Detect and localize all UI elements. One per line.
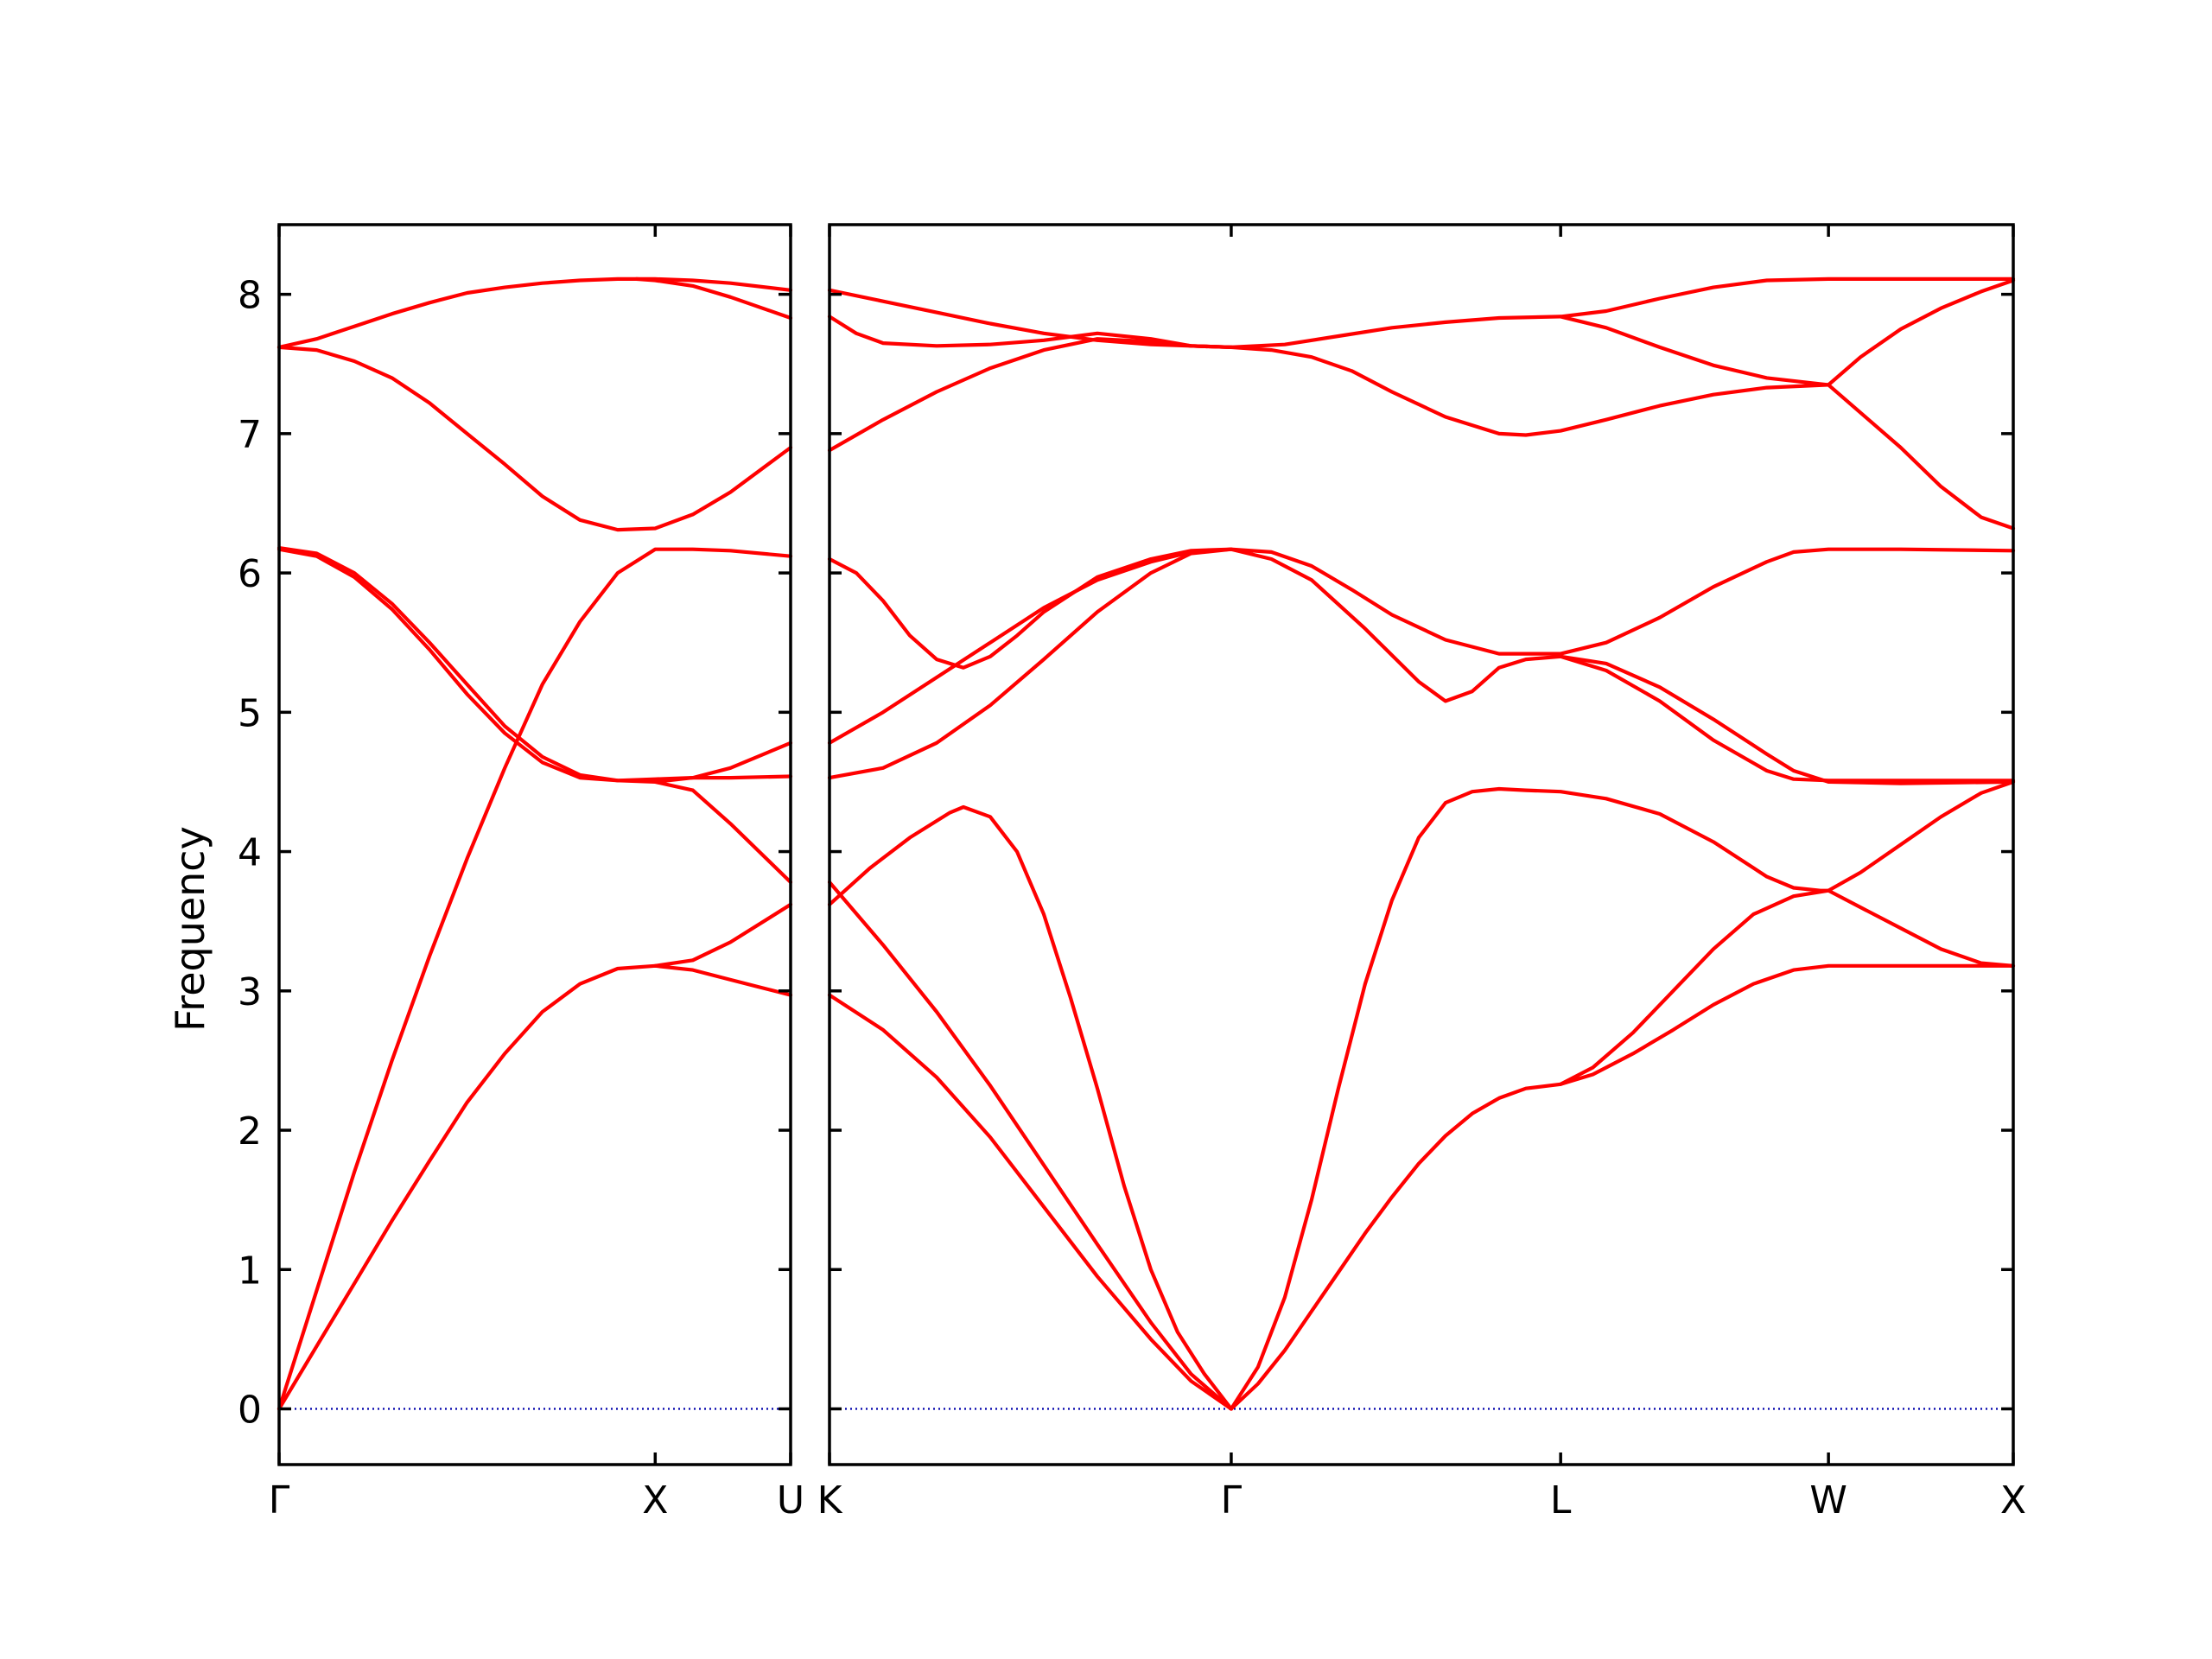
band-line-13 — [827, 288, 1233, 349]
y-axis-label: Frequency — [167, 826, 213, 1032]
band-line-3 — [653, 902, 793, 968]
x-tick-label: X — [642, 1478, 668, 1522]
band-line-14 — [1229, 345, 1831, 437]
band-line-1 — [827, 993, 1233, 1411]
band-line-3 — [827, 804, 1233, 1411]
y-tick-label: 4 — [238, 831, 262, 875]
band-line-8 — [276, 276, 793, 349]
band-line-7 — [827, 547, 2016, 745]
y-tick-label: 2 — [238, 1109, 262, 1154]
band-line-17 — [1827, 383, 2016, 531]
panel-1: 0 1 2 3 4 5 6 7 8 Γ X U — [238, 223, 804, 1522]
y-tick-label: 3 — [238, 970, 262, 1014]
band-line-11 — [827, 276, 2016, 453]
y-tick-label: 7 — [238, 413, 262, 457]
x-tick-label: Γ — [269, 1478, 290, 1522]
band-line-7 — [276, 345, 793, 532]
y-tick-label: 0 — [238, 1389, 262, 1433]
x-tick-label: L — [1550, 1478, 1572, 1522]
plot-panels: 0 1 2 3 4 5 6 7 8 Γ X U K Γ L W X — [238, 223, 2026, 1522]
band-line-15 — [1559, 315, 1831, 387]
band-line-6 — [653, 741, 793, 784]
band-line-2 — [276, 963, 793, 1411]
y-tick-label: 6 — [238, 552, 262, 596]
panel-frame — [277, 223, 792, 1466]
band-line-9 — [634, 276, 793, 321]
band-line-16 — [1827, 278, 2016, 387]
panel-frame — [828, 223, 2015, 1466]
band-line-4 — [1229, 786, 2016, 1411]
x-tick-label: K — [817, 1478, 843, 1522]
band-line-10 — [1559, 654, 2016, 785]
band-line-9 — [827, 547, 1233, 670]
y-tick-label: 5 — [238, 691, 262, 735]
band-line-2 — [827, 880, 1233, 1411]
x-tick-label: Γ — [1221, 1478, 1243, 1522]
band-line-12 — [827, 315, 1233, 349]
band-line-6 — [1559, 779, 2016, 1086]
band-line-4 — [276, 546, 793, 885]
x-tick-label: W — [1809, 1478, 1847, 1522]
band-line-8 — [827, 547, 2016, 783]
x-tick-label: U — [777, 1478, 804, 1522]
y-tick-label: 1 — [238, 1249, 262, 1293]
band-line-5 — [1229, 963, 2016, 1411]
x-tick-label: X — [2000, 1478, 2026, 1522]
band-line-1 — [276, 547, 793, 1411]
y-tick-label: 8 — [238, 274, 262, 318]
